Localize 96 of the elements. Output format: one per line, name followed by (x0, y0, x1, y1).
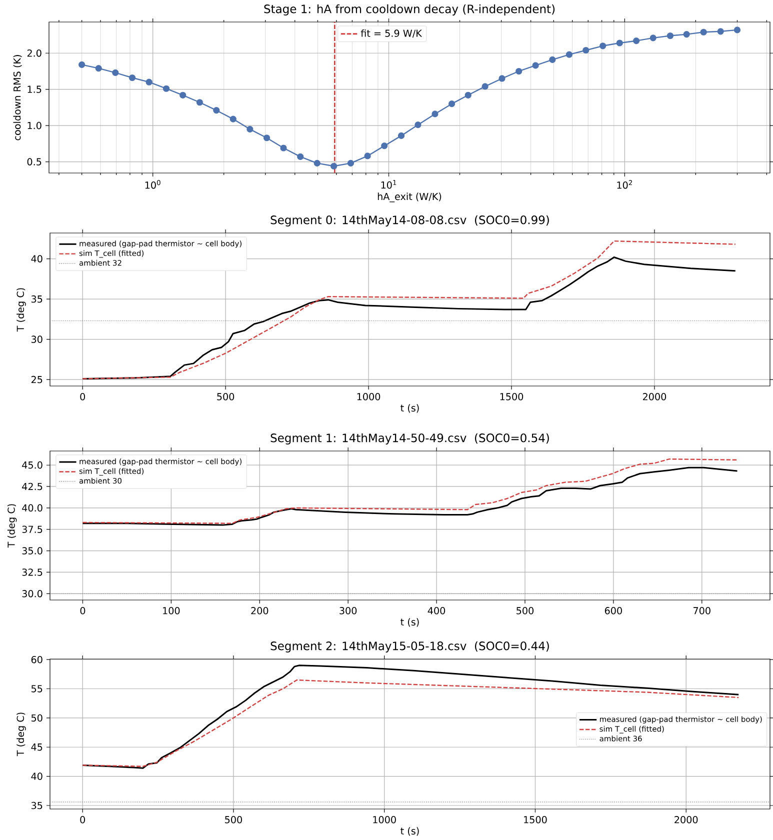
point (162, 85, 170, 92)
x-tick-label: 0 (80, 816, 86, 824)
point (95, 65, 102, 72)
x-tick-label: 0 (80, 393, 86, 400)
x-tick-label: 600 (604, 607, 622, 614)
y-tick-label: 32.5 (22, 568, 42, 576)
point (683, 31, 690, 38)
chart-title: Stage 1: hA from cooldown decay (R-independent) (264, 4, 555, 16)
point (482, 83, 488, 90)
x-tick-label: 200 (251, 607, 268, 614)
y-tick-label: 40.0 (22, 504, 42, 512)
y-tick-label: 0.5 (27, 158, 42, 166)
point (196, 99, 203, 106)
y-tick-label: 1.0 (28, 122, 42, 130)
x-tick-label: 500 (225, 816, 242, 824)
point (263, 134, 270, 142)
y-tick-label: 45.0 (22, 461, 42, 469)
ref-line-label: fit = 5.9 W/K (360, 29, 422, 38)
x-axis-title: hA_exit (W/K) (378, 192, 442, 202)
point (632, 38, 640, 44)
point (330, 162, 338, 170)
chart-title: Segment 2: 14thMay15-05-18.csv (SOC0=0.44) (270, 641, 549, 652)
point (78, 61, 86, 68)
point (347, 160, 354, 167)
y-tick-label: 1.5 (28, 86, 42, 93)
point (464, 92, 472, 98)
y-tick-label: 37.5 (22, 526, 42, 533)
x-tick-label: 10$^{2}$ (617, 180, 632, 189)
x-tick-label: 700 (694, 607, 710, 614)
x-tick-label: 10$^{1}$ (381, 180, 396, 189)
point (213, 107, 220, 114)
x-tick-label: 2000 (642, 393, 666, 400)
y-axis-title: T (deg C) (7, 504, 17, 548)
x-tick-label: 500 (217, 393, 234, 400)
y-tick-label: 30.0 (22, 590, 42, 598)
y-tick-label: 2.0 (27, 50, 42, 57)
x-tick-label: 1500 (500, 393, 524, 400)
x-tick-label: 500 (516, 607, 534, 614)
point (230, 116, 236, 122)
point (532, 62, 539, 69)
point (180, 92, 186, 98)
point (498, 75, 506, 82)
point (432, 110, 438, 118)
x-tick-label: 10$^{0}$ (145, 180, 160, 189)
point (734, 26, 741, 34)
point (297, 153, 304, 160)
y-axis-title: T (deg C) (16, 712, 26, 756)
y-tick-label: 30 (31, 336, 42, 343)
point (717, 28, 724, 35)
y-tick-label: 35 (31, 295, 42, 303)
point (414, 122, 422, 128)
y-tick-label: 35.0 (22, 547, 42, 554)
point (549, 56, 556, 63)
point (650, 34, 656, 42)
y-tick-label: 55 (31, 685, 42, 692)
x-tick-label: 1000 (357, 393, 380, 400)
point (616, 40, 623, 46)
y-tick-label: 40 (31, 255, 42, 262)
y-axis-title: T (deg C) (16, 288, 26, 332)
x-axis-title: t (s) (400, 827, 419, 836)
point (448, 100, 456, 108)
point (582, 46, 590, 54)
x-tick-label: 0 (80, 607, 86, 614)
point (128, 74, 136, 82)
y-tick-label: 42.5 (22, 482, 42, 490)
y-tick-label: 40 (31, 772, 42, 780)
point (566, 51, 573, 58)
point (146, 78, 152, 86)
x-tick-label: 1500 (524, 816, 547, 824)
chart-title: Segment 1: 14thMay14-50-49.csv (SOC0=0.54) (270, 433, 549, 444)
point (516, 68, 522, 75)
point (381, 142, 388, 150)
y-tick-label: 60 (31, 656, 42, 664)
point (112, 69, 119, 76)
point (600, 42, 606, 50)
y-tick-label: 45 (31, 744, 42, 751)
y-tick-label: 25 (31, 376, 42, 384)
point (314, 160, 320, 167)
y-tick-label: 35 (31, 802, 42, 810)
x-axis-title: t (s) (400, 618, 419, 627)
x-tick-label: 1000 (373, 816, 396, 824)
x-tick-label: 400 (428, 607, 446, 614)
y-axis-title: cooldown RMS (K) (13, 55, 22, 140)
point (280, 144, 287, 152)
point (398, 132, 405, 139)
x-tick-label: 2000 (674, 816, 698, 824)
x-axis-title: t (s) (400, 404, 419, 413)
point (666, 32, 674, 40)
point (246, 126, 254, 132)
point (700, 28, 707, 36)
line-series (82, 466, 738, 526)
y-tick-label: 50 (31, 714, 42, 722)
chart-title: Segment 0: 14thMay14-08-08.csv (SOC0=0.99) (270, 215, 549, 226)
point (364, 152, 371, 160)
x-tick-label: 300 (340, 607, 357, 614)
x-tick-label: 100 (163, 607, 180, 614)
